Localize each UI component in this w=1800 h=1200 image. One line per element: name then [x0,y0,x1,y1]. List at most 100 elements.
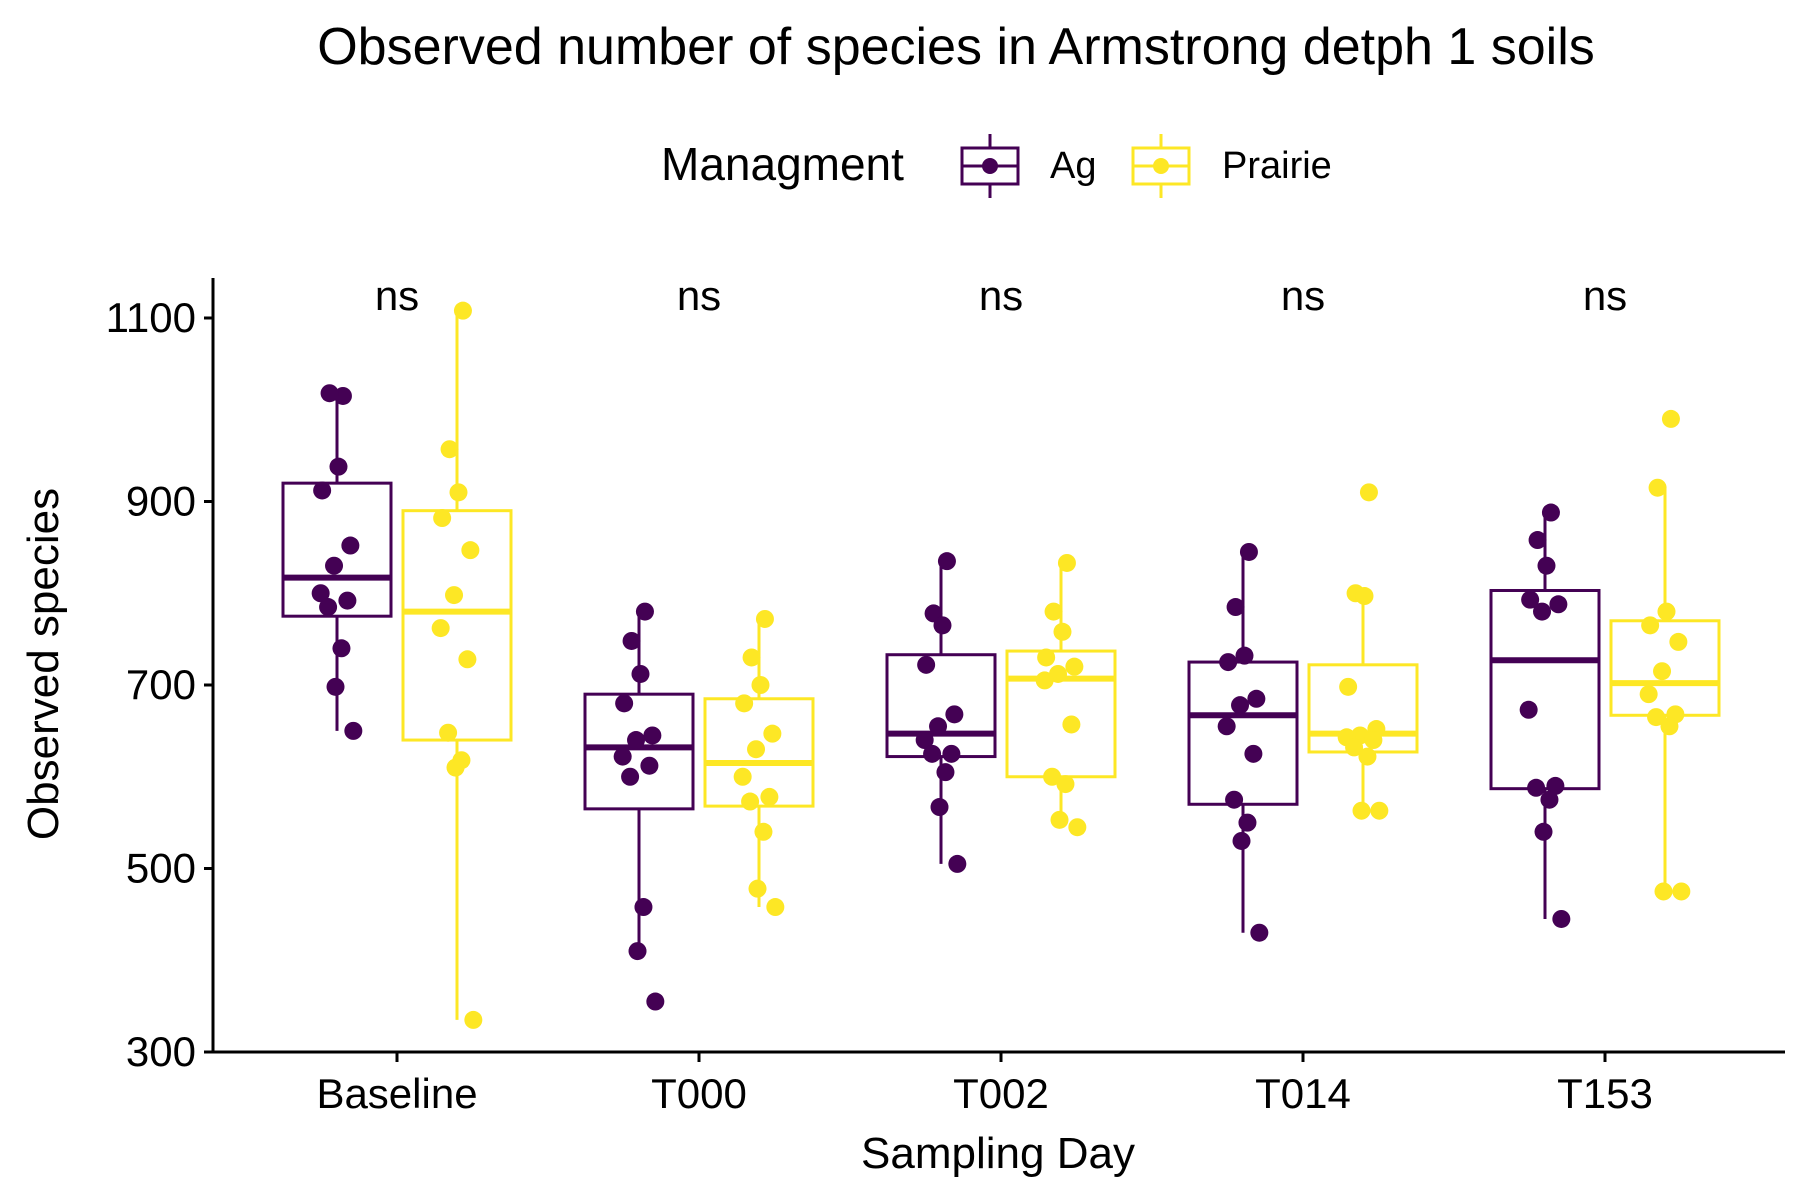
legend-title: Managment [661,138,904,190]
data-point-ag-baseline [325,556,344,575]
data-point-ag-t153 [1537,556,1556,575]
data-point-ag-baseline [320,384,339,403]
data-point-ag-t153 [1521,590,1540,609]
data-point-ag-baseline [329,457,348,476]
data-point-prairie-t153 [1657,602,1676,621]
data-point-ag-t000 [621,767,640,786]
data-point-prairie-t000 [754,822,773,841]
data-point-ag-t014 [1217,717,1236,736]
data-point-ag-t000 [643,726,662,745]
data-point-prairie-t000 [755,609,774,628]
data-point-prairie-t000 [733,767,752,786]
y-tick-label: 1100 [106,294,196,341]
data-point-ag-t002 [937,552,956,571]
data-point-ag-baseline [341,536,360,555]
data-point-ag-t000 [646,992,665,1011]
y-tick-label: 700 [126,661,196,708]
data-point-prairie-baseline [440,440,459,459]
data-point-ag-t002 [948,854,967,873]
box-ag-t000 [583,602,695,1011]
data-point-prairie-t000 [760,787,779,806]
data-point-prairie-t153 [1641,616,1660,635]
data-point-ag-t000 [634,898,653,917]
y-axis: 300 500 700 900 1100 [106,294,213,1075]
data-point-ag-t153 [1528,531,1547,550]
data-point-ag-t000 [613,747,632,766]
data-point-prairie-t014 [1364,731,1383,750]
data-point-prairie-baseline [458,650,477,669]
y-tick-label: 300 [126,1028,196,1075]
data-point-ag-t002 [915,731,934,750]
data-point-prairie-baseline [453,301,472,320]
data-point-prairie-t002 [1035,671,1054,690]
data-point-prairie-t153 [1660,717,1679,736]
data-point-prairie-baseline [449,483,468,502]
data-point-ag-t002 [923,744,942,763]
iqr-box [703,697,815,808]
data-point-prairie-t000 [735,694,754,713]
data-point-ag-baseline [319,598,338,617]
data-point-ag-t153 [1534,822,1553,841]
plot-area [281,301,1721,1029]
data-point-prairie-t153 [1661,409,1680,428]
data-point-ag-t153 [1533,602,1552,621]
iqr-box [1187,660,1299,806]
chart-title: Observed number of species in Armstrong … [317,18,1595,76]
data-point-ag-t014 [1244,744,1263,763]
data-point-ag-t014 [1238,813,1257,832]
data-point-prairie-baseline [431,619,450,638]
x-tick-label: T002 [953,1070,1049,1117]
data-point-ag-t153 [1540,790,1559,809]
data-point-prairie-t002 [1053,622,1072,641]
y-axis-title: Observed species [19,488,68,840]
data-point-ag-t014 [1226,598,1245,617]
data-point-prairie-t000 [741,792,760,811]
data-point-prairie-t002 [1049,664,1068,683]
data-point-ag-t002 [929,717,948,736]
data-point-prairie-t002 [1044,602,1063,621]
data-point-ag-baseline [313,481,332,500]
data-point-prairie-t000 [751,676,770,694]
data-point-prairie-t014 [1355,587,1374,606]
box-prairie-t000 [703,609,815,917]
data-point-prairie-t014 [1345,738,1364,757]
iqr-box [1489,588,1601,791]
box-ag-t153 [1489,503,1601,928]
data-point-prairie-t014 [1352,801,1371,820]
data-point-prairie-baseline [446,758,465,777]
data-point-ag-baseline [338,591,357,610]
data-point-ag-t153 [1527,778,1546,797]
data-point-ag-t014 [1231,696,1250,715]
y-tick-label: 500 [126,845,196,892]
data-point-prairie-t014 [1359,483,1378,502]
data-point-prairie-baseline [433,509,452,528]
legend-label-ag: Ag [1050,145,1096,187]
data-point-prairie-t153 [1653,662,1672,681]
legend-key-ag [960,134,1020,198]
data-point-ag-t014 [1235,646,1254,665]
data-point-ag-baseline [344,721,363,740]
box-prairie-t153 [1609,409,1721,901]
data-point-ag-t002 [945,705,964,724]
data-point-ag-t153 [1546,776,1565,795]
legend-label-prairie: Prairie [1222,145,1332,187]
data-point-prairie-baseline [445,586,464,605]
significance-label: ns [1281,272,1325,319]
data-point-prairie-t002 [1057,553,1076,572]
data-point-ag-baseline [332,639,351,658]
data-point-ag-t014 [1232,831,1251,850]
data-point-prairie-t002 [1065,657,1084,676]
data-point-ag-t014 [1225,790,1244,809]
data-point-ag-t153 [1552,909,1571,928]
data-point-ag-t000 [627,731,646,750]
iqr-box [281,481,393,618]
box-ag-baseline [281,384,393,740]
box-prairie-baseline [401,301,513,1029]
data-point-prairie-t153 [1654,882,1673,901]
data-point-prairie-t002 [1043,767,1062,786]
data-point-ag-baseline [326,677,345,696]
data-point-ag-t000 [628,942,647,961]
data-point-ag-t000 [622,631,641,650]
data-point-prairie-t000 [747,740,766,759]
y-tick-label: 900 [126,478,196,525]
